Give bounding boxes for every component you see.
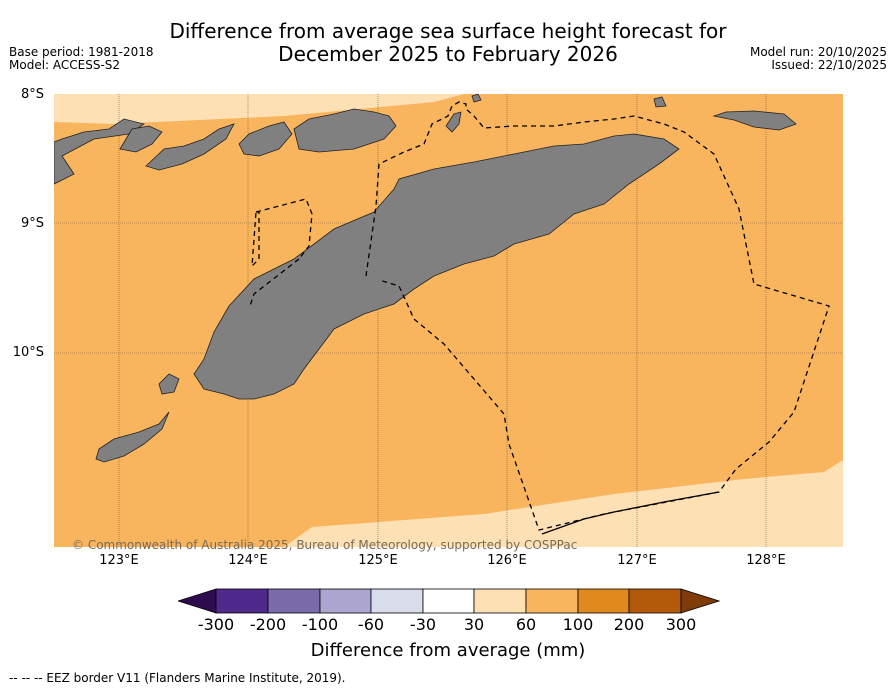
colorbar-arrow-high (680, 588, 720, 614)
colorbar-bin-1 (215, 588, 269, 614)
chart-title: Difference from average sea surface heig… (0, 20, 896, 66)
colorbar-tick-label: -100 (301, 615, 339, 634)
lon-label-124e: 124°E (228, 553, 268, 568)
lon-label-123e: 123°E (99, 553, 139, 568)
eez-legend-note: -- -- -- EEZ border V11 (Flanders Marine… (9, 671, 346, 685)
small-island-4 (471, 94, 482, 103)
eez-border-solid-segment (541, 491, 720, 535)
colorbar-bin-5 (422, 588, 475, 614)
metadata-right: Model run: 20/10/2025 Issued: 22/10/2025 (750, 46, 887, 72)
small-island-2 (653, 96, 667, 108)
flores-pantar-island (119, 125, 163, 153)
colorbar-bin-9 (628, 588, 682, 614)
lembata-island (145, 123, 235, 171)
colorbar-bin-7 (525, 588, 579, 614)
sawu-island (95, 411, 170, 463)
colorbar (178, 588, 720, 614)
lon-label-127e: 127°E (617, 553, 657, 568)
colorbar-tick-label: -200 (249, 615, 287, 634)
eez-border (249, 101, 830, 531)
colorbar-bin-2 (267, 588, 321, 614)
colorbar-bin-8 (577, 588, 630, 614)
model-run: Model run: 20/10/2025 (749, 45, 887, 59)
title-line-1: Difference from average sea surface heig… (169, 19, 727, 43)
lat-label-10s: 10°S (12, 345, 44, 360)
colorbar-tick-label: 100 (562, 615, 594, 634)
small-island-1 (712, 110, 797, 131)
model-name: Model: ACCESS-S2 (9, 58, 121, 72)
lat-label-8s: 8°S (20, 87, 44, 102)
small-island-3 (445, 111, 462, 133)
colorbar-tick-label: -60 (357, 615, 385, 634)
rote-island (158, 373, 180, 395)
base-period: Base period: 1981-2018 (9, 45, 154, 59)
lon-label-126e: 126°E (487, 553, 527, 568)
lon-label-128e: 128°E (746, 553, 786, 568)
colorbar-bin-4 (370, 588, 424, 614)
colorbar-tick-label: 30 (463, 615, 485, 634)
lon-label-125e: 125°E (358, 553, 398, 568)
atauro-island (293, 108, 397, 153)
colorbar-tick-label: 200 (613, 615, 645, 634)
lat-label-9s: 9°S (20, 216, 44, 231)
colorbar-bin-6 (473, 588, 527, 614)
colorbar-arrow-low (178, 588, 217, 614)
colorbar-title: Difference from average (mm) (310, 640, 586, 661)
colorbar-bin-3 (319, 588, 372, 614)
map-plot (54, 94, 843, 547)
colorbar-tick-label: -300 (197, 615, 235, 634)
issued-date: Issued: 22/10/2025 (771, 58, 887, 72)
metadata-left: Base period: 1981-2018 Model: ACCESS-S2 (9, 46, 154, 72)
land (54, 94, 797, 463)
wetar-island (238, 121, 293, 157)
anomaly-30-60-region-north (54, 94, 464, 124)
anomaly-30-60-region-south (284, 460, 843, 547)
colorbar-tick-label: 300 (665, 615, 697, 634)
timor-island (193, 133, 680, 400)
colorbar-tick-label: 60 (515, 615, 537, 634)
title-line-2: December 2025 to February 2026 (278, 42, 618, 66)
colorbar-tick-label: -30 (409, 615, 437, 634)
copyright-notice: © Commonwealth of Australia 2025, Bureau… (72, 538, 578, 552)
